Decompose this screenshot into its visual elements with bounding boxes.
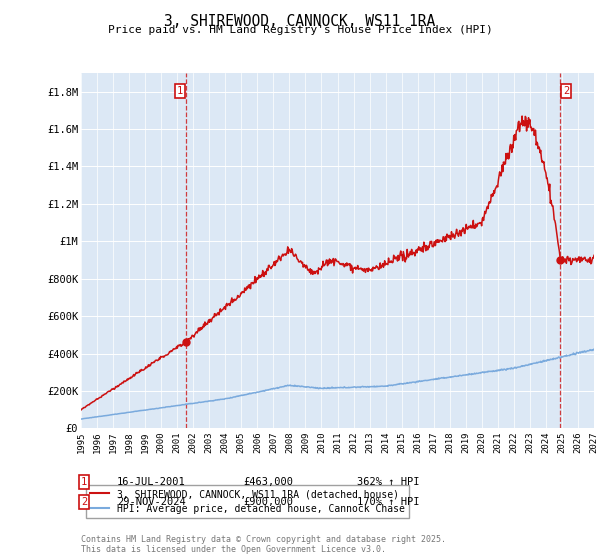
- Text: 1: 1: [177, 86, 184, 96]
- Legend: 3, SHIREWOOD, CANNOCK, WS11 1RA (detached house), HPI: Average price, detached h: 3, SHIREWOOD, CANNOCK, WS11 1RA (detache…: [86, 485, 409, 518]
- Text: 1: 1: [81, 477, 87, 487]
- Text: 2: 2: [81, 497, 87, 507]
- Text: £900,000: £900,000: [243, 497, 293, 507]
- Text: £463,000: £463,000: [243, 477, 293, 487]
- Text: 16-JUL-2001: 16-JUL-2001: [117, 477, 186, 487]
- Text: Price paid vs. HM Land Registry's House Price Index (HPI): Price paid vs. HM Land Registry's House …: [107, 25, 493, 35]
- Text: Contains HM Land Registry data © Crown copyright and database right 2025.: Contains HM Land Registry data © Crown c…: [81, 535, 446, 544]
- Text: This data is licensed under the Open Government Licence v3.0.: This data is licensed under the Open Gov…: [81, 545, 386, 554]
- Text: 2: 2: [563, 86, 569, 96]
- Text: 170% ↑ HPI: 170% ↑ HPI: [357, 497, 419, 507]
- Text: 362% ↑ HPI: 362% ↑ HPI: [357, 477, 419, 487]
- Text: 29-NOV-2024: 29-NOV-2024: [117, 497, 186, 507]
- Text: 3, SHIREWOOD, CANNOCK, WS11 1RA: 3, SHIREWOOD, CANNOCK, WS11 1RA: [164, 14, 436, 29]
